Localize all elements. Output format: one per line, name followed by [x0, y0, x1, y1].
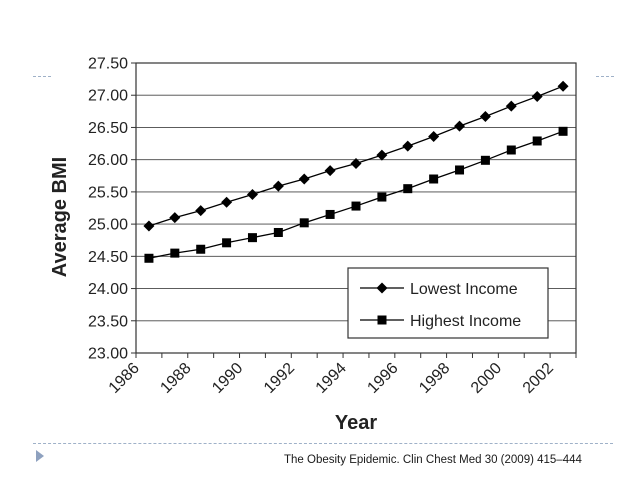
x-tick-label: 1996: [364, 360, 401, 397]
bullet-arrow-icon: [36, 450, 44, 462]
data-point: [170, 248, 180, 258]
data-point: [402, 140, 414, 152]
slide-rule-top-right: [596, 76, 614, 77]
data-point: [403, 184, 413, 194]
data-point: [532, 136, 542, 146]
series-0: [143, 80, 569, 232]
data-point: [505, 100, 517, 112]
data-point: [325, 209, 335, 219]
data-point: [169, 212, 181, 224]
series-layer: [143, 80, 569, 263]
data-point: [143, 220, 155, 232]
data-point: [351, 201, 361, 211]
data-point: [195, 205, 207, 217]
data-point: [480, 155, 490, 165]
legend-marker: [376, 282, 388, 294]
slide-rule-bottom: [33, 443, 613, 444]
x-axis-label: Year: [335, 412, 377, 434]
y-tick-label: 27.00: [88, 88, 128, 105]
data-point: [222, 238, 232, 248]
data-point: [558, 126, 568, 136]
data-point: [479, 110, 491, 122]
x-tick-label: 1992: [261, 360, 298, 397]
data-point: [506, 145, 516, 155]
legend-box: [347, 267, 549, 339]
y-tick-label: 23.00: [88, 346, 128, 363]
data-point: [144, 253, 154, 263]
data-point: [350, 158, 362, 170]
data-point: [196, 244, 206, 254]
x-tick-label: 2000: [468, 360, 505, 397]
y-axis-label: Average BMI: [49, 157, 71, 277]
series-line: [148, 130, 564, 259]
data-point: [273, 227, 283, 237]
citation-caption: The Obesity Epidemic. Clin Chest Med 30 …: [284, 454, 582, 466]
slide-rule-top-left: [33, 76, 51, 77]
y-tick-label: 26.00: [88, 152, 128, 169]
y-tick-label: 23.50: [88, 313, 128, 330]
data-point: [376, 149, 388, 161]
y-tick-label: 27.50: [88, 56, 128, 73]
data-point: [324, 165, 336, 177]
x-tick-label: 1988: [157, 360, 194, 397]
legend-marker: [377, 315, 387, 325]
data-point: [557, 80, 569, 92]
x-tick-label: 1994: [313, 360, 350, 397]
y-tick-label: 26.50: [88, 120, 128, 137]
data-point: [454, 120, 466, 132]
plot-frame: [135, 62, 577, 354]
y-tick-label: 25.50: [88, 184, 128, 201]
bmi-line-chart: 23.00 23.50 24.00 24.50 25.00 25.50 26.00 26.50…: [49, 56, 577, 434]
data-point: [299, 218, 309, 228]
x-axis-ticks: 1986 1988 1990 1992 1994 1996 1998 2000 2002: [106, 353, 577, 397]
data-point: [429, 174, 439, 184]
data-point: [272, 180, 284, 192]
x-tick-label: 2002: [520, 360, 557, 397]
data-point: [531, 91, 543, 103]
data-point: [246, 188, 258, 200]
y-tick-label: 25.00: [88, 217, 128, 234]
data-point: [221, 196, 233, 208]
y-tick-label: 24.50: [88, 249, 128, 266]
data-point: [428, 130, 440, 142]
x-tick-label: 1986: [106, 360, 143, 397]
data-point: [377, 192, 387, 202]
series-1: [144, 126, 568, 263]
y-tick-label: 24.00: [88, 281, 128, 298]
x-tick-label: 1998: [416, 360, 453, 397]
legend-label: Lowest Income: [410, 281, 518, 298]
legend: Lowest Income Highest Income: [347, 267, 549, 339]
y-axis-ticks: 23.00 23.50 24.00 24.50 25.00 25.50 26.00 26.50…: [88, 56, 136, 363]
data-point: [455, 165, 465, 175]
legend-label: Highest Income: [410, 313, 521, 330]
data-point: [298, 173, 310, 185]
x-tick-label: 1990: [209, 360, 246, 397]
data-point: [247, 233, 257, 243]
